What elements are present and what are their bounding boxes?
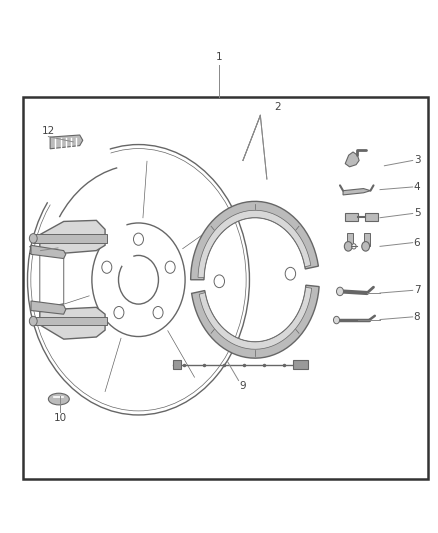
Polygon shape: [40, 220, 105, 253]
Circle shape: [102, 261, 112, 273]
Bar: [346, 233, 353, 246]
Bar: [293, 360, 308, 369]
Polygon shape: [191, 201, 318, 280]
Polygon shape: [31, 301, 66, 314]
Polygon shape: [198, 211, 311, 278]
Wedge shape: [44, 144, 138, 280]
Text: 12: 12: [42, 126, 55, 136]
Circle shape: [352, 244, 356, 249]
Text: 4: 4: [414, 182, 420, 192]
Text: 1: 1: [215, 52, 223, 62]
Text: 11: 11: [28, 246, 41, 256]
Bar: [345, 214, 358, 221]
Circle shape: [165, 261, 175, 273]
Text: 8: 8: [414, 312, 420, 322]
Circle shape: [28, 144, 250, 415]
Circle shape: [114, 306, 124, 319]
Polygon shape: [31, 245, 66, 259]
Text: 7: 7: [414, 285, 420, 295]
Polygon shape: [191, 285, 319, 358]
Text: 5: 5: [414, 208, 420, 219]
Circle shape: [344, 241, 352, 251]
Circle shape: [285, 268, 296, 280]
Circle shape: [134, 233, 144, 245]
Bar: [23, 97, 428, 479]
Circle shape: [153, 306, 163, 319]
Text: 2: 2: [275, 102, 281, 112]
Text: 10: 10: [53, 413, 67, 423]
Bar: [173, 360, 181, 369]
Text: 9: 9: [240, 381, 246, 391]
Bar: [364, 233, 371, 246]
Polygon shape: [345, 152, 359, 167]
Polygon shape: [40, 251, 64, 309]
Polygon shape: [343, 189, 371, 195]
Circle shape: [214, 275, 225, 288]
Text: 3: 3: [414, 156, 420, 165]
Circle shape: [119, 255, 159, 304]
Polygon shape: [199, 287, 311, 349]
Ellipse shape: [48, 393, 69, 405]
Circle shape: [92, 223, 185, 336]
Circle shape: [29, 233, 37, 243]
Text: 6: 6: [414, 238, 420, 248]
Circle shape: [362, 241, 370, 251]
Bar: [365, 214, 378, 221]
Circle shape: [336, 287, 343, 296]
Bar: [33, 317, 107, 325]
Polygon shape: [40, 308, 105, 339]
Bar: [33, 234, 107, 243]
Circle shape: [29, 317, 37, 326]
Polygon shape: [50, 135, 83, 149]
Circle shape: [333, 317, 339, 324]
